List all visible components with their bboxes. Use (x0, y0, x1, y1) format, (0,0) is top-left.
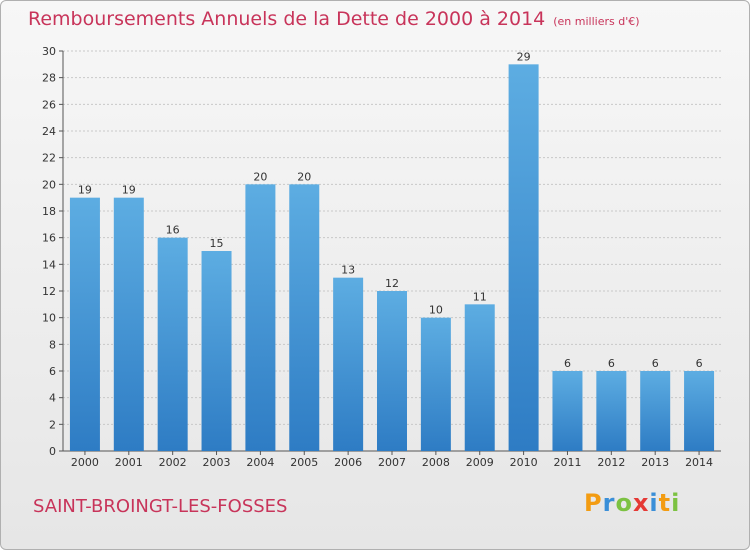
bar-value-label: 13 (341, 264, 355, 277)
bars (69, 64, 715, 452)
bar (464, 304, 495, 451)
bar (113, 197, 144, 451)
bar-value-label: 19 (122, 184, 136, 197)
commune-name: SAINT-BROINGT-LES-FOSSES (33, 496, 288, 517)
bar (289, 184, 320, 452)
logo-letter: r (602, 489, 616, 517)
chart-title: Remboursements Annuels de la Dette de 20… (28, 8, 640, 30)
y-tick-label: 14 (42, 258, 56, 271)
x-tick-label: 2013 (641, 456, 669, 469)
bar-value-label: 6 (608, 357, 615, 370)
logo-letter: i (671, 489, 681, 517)
bar (333, 277, 364, 451)
y-tick-label: 22 (42, 152, 56, 165)
bar-value-label: 16 (166, 224, 180, 237)
y-tick-label: 2 (49, 418, 56, 431)
logo-letter: o (615, 489, 633, 517)
bar-value-label: 12 (385, 277, 399, 290)
x-tick-label: 2006 (334, 456, 362, 469)
x-tick-label: 2005 (290, 456, 318, 469)
y-tick-label: 20 (42, 178, 56, 191)
bar-value-label: 6 (696, 357, 703, 370)
bar (69, 197, 100, 451)
y-tick-label: 16 (42, 232, 56, 245)
bar (508, 64, 539, 452)
bar (157, 237, 188, 451)
bar-value-label: 19 (78, 184, 92, 197)
bar (420, 317, 451, 451)
y-tick-label: 4 (49, 392, 56, 405)
x-tick-label: 2011 (553, 456, 581, 469)
unit-label: (en milliers d'€) (553, 15, 640, 28)
x-tick-label: 2007 (378, 456, 406, 469)
bar-value-label: 15 (210, 237, 224, 250)
bar (377, 291, 407, 451)
y-tick-label: 8 (49, 338, 56, 351)
y-tick-label: 30 (42, 45, 56, 58)
logo-letter: x (632, 489, 650, 517)
bar-value-label: 10 (429, 304, 443, 317)
logo-letter: i (649, 489, 659, 517)
proxiti-logo: Proxiti (584, 489, 680, 517)
y-tick-label: 0 (49, 445, 56, 458)
logo-letter: t (658, 489, 672, 517)
bar-value-label: 11 (473, 290, 487, 303)
x-tick-label: 2000 (71, 456, 99, 469)
x-tick-label: 2012 (597, 456, 625, 469)
x-tick-label: 2009 (466, 456, 494, 469)
x-tick-label: 2004 (246, 456, 274, 469)
x-tick-label: 2008 (422, 456, 450, 469)
logo-letter: P (584, 489, 603, 517)
x-tick-label: 2010 (510, 456, 538, 469)
title-text: Remboursements Annuels de la Dette de 20… (28, 8, 546, 30)
bar-value-label: 29 (517, 50, 531, 63)
bar (640, 371, 671, 451)
x-tick-label: 2002 (159, 456, 187, 469)
bar (684, 371, 715, 451)
y-tick-label: 24 (42, 125, 56, 138)
bar (596, 371, 627, 451)
y-tick-label: 28 (42, 72, 56, 85)
labels: 0246810121416182022242628301920001920011… (42, 45, 713, 469)
y-tick-label: 10 (42, 312, 56, 325)
bar (201, 251, 232, 451)
y-tick-label: 26 (42, 98, 56, 111)
bar (245, 184, 276, 452)
bar-value-label: 20 (297, 170, 311, 183)
bar-value-label: 6 (652, 357, 659, 370)
x-tick-label: 2003 (203, 456, 231, 469)
y-tick-label: 12 (42, 285, 56, 298)
y-tick-label: 18 (42, 205, 56, 218)
bar-value-label: 6 (564, 357, 571, 370)
x-tick-label: 2001 (115, 456, 143, 469)
bar-value-label: 20 (253, 170, 267, 183)
x-tick-label: 2014 (685, 456, 713, 469)
bar (552, 371, 583, 451)
y-tick-label: 6 (49, 365, 56, 378)
